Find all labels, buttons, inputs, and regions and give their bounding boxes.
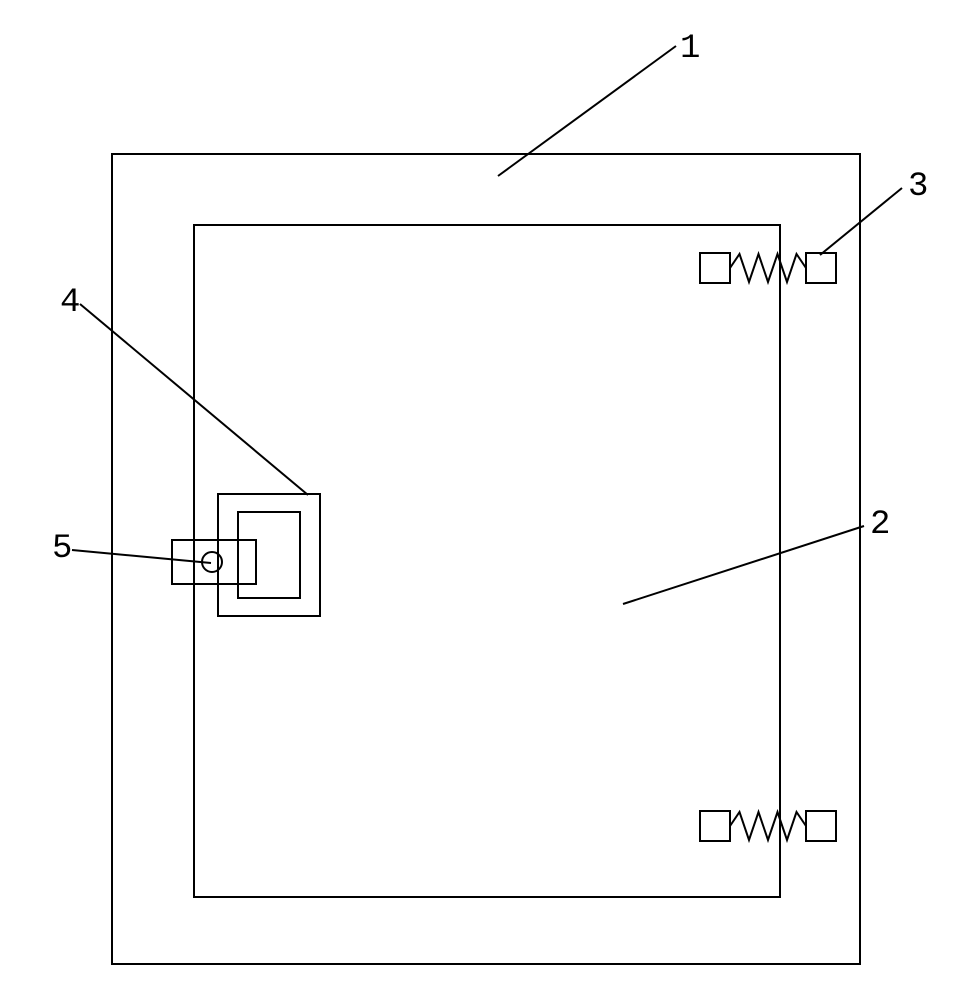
callout-label-5: 5: [52, 532, 72, 566]
callout-label-2: 2: [870, 508, 890, 542]
callout-line-5: [72, 550, 211, 563]
lock-latch: [172, 540, 256, 584]
hinge-top-right-block: [806, 253, 836, 283]
hinge-top-spring: [730, 254, 806, 282]
callout-label-1: 1: [680, 32, 700, 66]
callout-label-4: 4: [60, 286, 80, 320]
diagram-svg: [0, 0, 975, 1000]
callout-label-3: 3: [908, 170, 928, 204]
diagram-canvas: 1 2 3 4 5: [0, 0, 975, 1000]
lock-inner: [238, 512, 300, 598]
inner-door: [194, 225, 780, 897]
hinge-top-left-block: [700, 253, 730, 283]
hinge-bottom-spring: [730, 812, 806, 840]
callout-line-1: [498, 46, 676, 176]
hinge-bottom-left-block: [700, 811, 730, 841]
callout-line-2: [623, 526, 864, 604]
hinge-bottom-right-block: [806, 811, 836, 841]
